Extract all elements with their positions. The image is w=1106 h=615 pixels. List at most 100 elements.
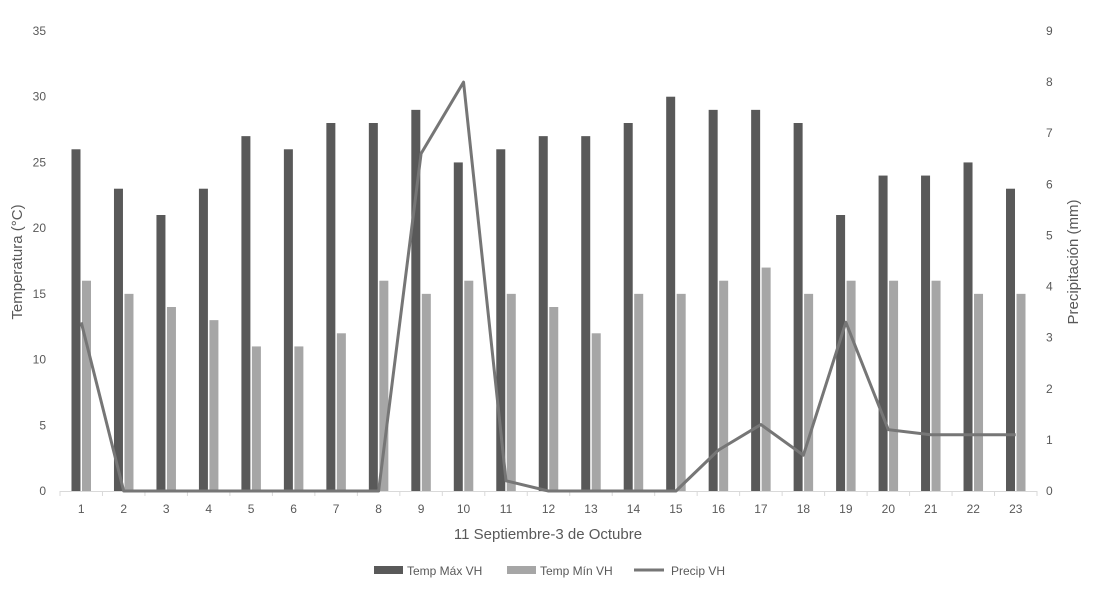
- y-tick-label: 5: [39, 418, 46, 432]
- x-tick-label: 1: [78, 502, 85, 516]
- y-axis-title: Temperatura (°C): [9, 204, 26, 319]
- bar-temp-min-12: [549, 307, 559, 491]
- bar-temp-max-22: [963, 162, 973, 491]
- y2-tick-label: 6: [1046, 177, 1053, 191]
- bar-temp-min-2: [124, 293, 134, 491]
- bar-temp-min-6: [294, 346, 304, 491]
- bar-temp-max-12: [538, 136, 548, 491]
- x-tick-label: 22: [967, 502, 981, 516]
- y2-tick-label: 7: [1046, 126, 1053, 140]
- y-tick-label: 25: [33, 155, 47, 169]
- bar-temp-max-6: [283, 149, 293, 492]
- y2-tick-label: 5: [1046, 228, 1053, 242]
- bar-temp-max-13: [581, 136, 591, 491]
- x-tick-label: 23: [1009, 502, 1023, 516]
- bar-temp-max-19: [836, 215, 846, 491]
- bar-temp-min-20: [889, 280, 899, 491]
- x-tick-label: 15: [669, 502, 683, 516]
- bar-temp-max-17: [751, 109, 761, 492]
- x-tick-label: 16: [712, 502, 726, 516]
- bar-temp-min-14: [634, 293, 644, 491]
- bar-temp-max-16: [708, 109, 718, 492]
- y2-tick-label: 8: [1046, 75, 1053, 89]
- bar-temp-max-8: [368, 123, 378, 491]
- legend-swatch-temp-max: [374, 566, 403, 574]
- y2-axis-title: Precipitación (mm): [1065, 199, 1082, 324]
- x-tick-label: 5: [248, 502, 255, 516]
- x-axis-title: 11 Septiembre-3 de Octubre: [454, 526, 642, 543]
- bar-temp-min-15: [676, 293, 686, 491]
- y2-tick-label: 9: [1046, 24, 1053, 38]
- y-tick-label: 20: [33, 221, 47, 235]
- bar-temp-max-20: [878, 175, 888, 491]
- bar-temp-max-14: [623, 123, 633, 491]
- x-tick-label: 9: [418, 502, 425, 516]
- x-tick-label: 6: [290, 502, 297, 516]
- x-tick-label: 20: [882, 502, 896, 516]
- y2-tick-label: 0: [1046, 484, 1053, 498]
- tick-labels-layer: 1 2 3 4 5 6 7 8 9 10 11 12 13 14 15 16 17 18 19 20 21 22 23051…: [33, 24, 1053, 516]
- bar-temp-max-10: [453, 162, 463, 491]
- y2-tick-label: 3: [1046, 331, 1053, 345]
- bar-temp-min-1: [81, 280, 91, 491]
- bar-temp-min-18: [804, 293, 814, 491]
- x-tick-label: 11: [500, 502, 513, 516]
- y-tick-label: 0: [39, 484, 46, 498]
- bar-temp-max-15: [666, 96, 676, 492]
- x-tick-label: 14: [627, 502, 641, 516]
- y-tick-label: 15: [33, 287, 47, 301]
- bar-temp-max-11: [496, 149, 506, 492]
- bar-temp-min-3: [166, 307, 176, 491]
- bar-temp-min-13: [591, 333, 601, 491]
- bar-temp-min-5: [251, 346, 261, 491]
- legend: Temp Máx VH Temp Mín VH Precip VH: [374, 564, 725, 578]
- y2-tick-label: 1: [1046, 433, 1053, 447]
- y-tick-label: 35: [33, 24, 47, 38]
- bar-temp-min-4: [209, 320, 219, 491]
- bar-temp-min-16: [719, 280, 729, 491]
- y2-tick-label: 2: [1046, 382, 1053, 396]
- bar-temp-min-17: [761, 267, 771, 491]
- x-tick-label: 8: [375, 502, 382, 516]
- bar-temp-min-8: [379, 280, 389, 491]
- x-tick-label: 3: [163, 502, 170, 516]
- bar-temp-min-19: [846, 280, 856, 491]
- x-tick-label: 21: [924, 502, 938, 516]
- legend-label-temp-min: Temp Mín VH: [540, 564, 613, 578]
- bar-temp-max-23: [1006, 188, 1016, 491]
- bar-temp-max-4: [198, 188, 208, 491]
- bar-temp-max-2: [113, 188, 123, 491]
- bar-temp-max-7: [326, 123, 336, 491]
- bar-temp-min-22: [974, 293, 984, 491]
- y-tick-label: 10: [33, 353, 47, 367]
- bar-temp-min-23: [1016, 293, 1026, 491]
- y-tick-label: 30: [33, 90, 47, 104]
- x-tick-label: 10: [457, 502, 471, 516]
- bar-temp-max-9: [411, 109, 421, 492]
- x-tick-label: 18: [797, 502, 811, 516]
- bar-temp-max-21: [921, 175, 931, 491]
- bar-temp-min-10: [464, 280, 474, 491]
- precip-line-layer: [79, 80, 1016, 493]
- bar-temp-min-7: [336, 333, 346, 491]
- bar-temp-max-3: [156, 215, 166, 491]
- bar-temp-max-18: [793, 123, 803, 491]
- bar-temp-min-9: [421, 293, 431, 491]
- y2-tick-label: 4: [1046, 280, 1053, 294]
- x-tick-label: 13: [584, 502, 598, 516]
- x-tick-label: 7: [333, 502, 340, 516]
- bars-layer: [71, 96, 1026, 492]
- x-tick-label: 4: [205, 502, 212, 516]
- precip-line: [79, 80, 1016, 493]
- bar-temp-max-1: [71, 149, 81, 492]
- legend-label-temp-max: Temp Máx VH: [407, 564, 482, 578]
- x-tick-label: 17: [754, 502, 768, 516]
- bar-temp-min-11: [506, 293, 516, 491]
- legend-swatch-temp-min: [507, 566, 536, 574]
- x-tick-label: 2: [120, 502, 127, 516]
- bar-temp-min-21: [931, 280, 941, 491]
- bar-temp-max-5: [241, 136, 251, 491]
- x-tick-label: 12: [542, 502, 556, 516]
